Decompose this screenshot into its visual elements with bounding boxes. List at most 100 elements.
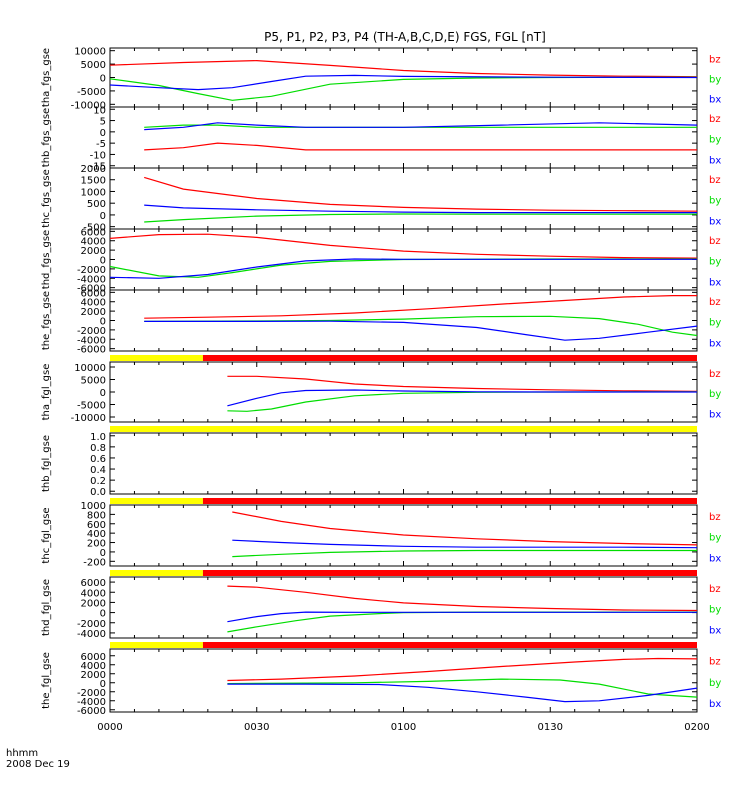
legend-entry-bz: bz <box>709 175 721 186</box>
figure-title: P5, P1, P2, P3, P4 (TH-A,B,C,D,E) FGS, F… <box>264 30 546 44</box>
y-tick-label: 0 <box>100 128 106 139</box>
flag-bar-segment <box>202 498 698 504</box>
legend-entry-by: by <box>709 678 721 689</box>
y-tick-label: 200 <box>87 539 106 550</box>
series-line-bz <box>144 295 697 319</box>
series-line-bx <box>227 683 698 703</box>
y-tick-label: 0.8 <box>90 443 106 454</box>
series-line-bz <box>144 176 698 212</box>
series-line-by <box>144 213 697 223</box>
flag-bar-segment <box>202 570 698 576</box>
y-tick-label: 4000 <box>81 237 106 248</box>
series-line-bx <box>109 74 698 91</box>
y-tick-label: 10000 <box>74 363 106 374</box>
legend-entry-by: by <box>709 605 721 616</box>
y-tick-label: -2000 <box>77 265 106 276</box>
legend-entry-bz: bz <box>709 369 721 380</box>
series-line-bx <box>144 204 697 214</box>
panel-frame <box>109 432 698 495</box>
y-tick-label: 4000 <box>81 661 106 672</box>
legend-entry-by: by <box>709 389 721 400</box>
y-tick-label: -2000 <box>77 688 106 699</box>
series-line-by <box>227 391 698 412</box>
y-axis-label: thc_fgl_gse <box>41 507 52 563</box>
panel-frame <box>109 648 698 713</box>
panel-frame <box>109 576 698 639</box>
x-tick-label: 0130 <box>538 722 563 733</box>
legend-entry-bz: bz <box>709 297 721 308</box>
y-tick-label: 2000 <box>81 307 106 318</box>
y-tick-label: -4000 <box>77 274 106 285</box>
y-tick-label: 0 <box>100 388 106 399</box>
series-line-by <box>232 549 697 558</box>
y-tick-label: -10 <box>90 150 106 161</box>
y-axis-label: thc_fgs_gse <box>41 169 52 228</box>
series-line-by <box>227 611 697 633</box>
flag-bar-segment <box>110 642 203 648</box>
legend-entry-bx: bx <box>709 216 721 227</box>
y-tick-label: 2000 <box>81 670 106 681</box>
series-line-bz <box>227 375 698 392</box>
y-axis-label: tha_fgs_gse <box>41 48 52 107</box>
series-line-by <box>144 315 698 337</box>
legend-entry-bz: bz <box>709 114 721 125</box>
legend-entry-bx: bx <box>709 155 721 166</box>
y-tick-label: 10000 <box>74 47 106 58</box>
legend-entry-bx: bx <box>709 95 721 106</box>
series-line-bz <box>227 585 698 612</box>
y-tick-label: 0 <box>100 211 106 222</box>
legend-entry-bx: bx <box>709 338 721 349</box>
y-tick-label: 2000 <box>81 246 106 257</box>
flag-bar-segment <box>110 570 203 576</box>
date-label: 2008 Dec 19 <box>6 759 70 770</box>
y-tick-label: -6000 <box>77 284 106 295</box>
y-tick-label: -4000 <box>77 629 106 640</box>
legend-entry-bx: bx <box>709 699 721 710</box>
panel-frame <box>109 167 698 230</box>
y-tick-label: -5 <box>96 139 106 150</box>
series-line-bx <box>227 611 697 623</box>
y-tick-label: 5000 <box>81 60 106 71</box>
legend-entry-bz: bz <box>709 55 721 66</box>
y-tick-label: 4000 <box>81 588 106 599</box>
y-tick-label: 6000 <box>81 652 106 663</box>
y-tick-label: 5000 <box>81 376 106 387</box>
flag-bar-segment <box>202 642 698 648</box>
x-tick-label: 0030 <box>244 722 269 733</box>
y-tick-label: 0.4 <box>90 465 106 476</box>
y-tick-label: 2000 <box>81 164 106 175</box>
legend-entry-bz: bz <box>709 656 721 667</box>
flag-bar-segment <box>110 498 203 504</box>
y-tick-label: -10000 <box>71 100 106 111</box>
y-tick-label: -4000 <box>77 697 106 708</box>
y-tick-label: 0 <box>100 548 106 559</box>
x-tick-label: 0000 <box>97 722 122 733</box>
y-tick-label: 500 <box>87 199 106 210</box>
legend-entry-by: by <box>709 533 721 544</box>
panel-thb-fgl-gse: 1.00.80.60.40.20.0 thb_fgl_gse <box>41 426 698 498</box>
series-line-bx <box>109 258 697 279</box>
legend-entry-bz: bz <box>709 512 721 523</box>
y-tick-label: 1500 <box>81 176 106 187</box>
y-tick-label: 1000 <box>81 187 106 198</box>
flag-bar-segment <box>202 355 698 361</box>
series-line-bx <box>232 539 698 549</box>
y-tick-label: 800 <box>87 510 106 521</box>
flag-bar-segment <box>110 426 697 432</box>
series-line-bx <box>144 320 698 341</box>
y-tick-label: 0 <box>100 609 106 620</box>
y-tick-label: 10 <box>93 105 106 116</box>
legend-entry-bx: bx <box>709 625 721 636</box>
series-line-bz <box>109 59 698 78</box>
y-tick-label: 1.0 <box>90 432 106 443</box>
series-line-by <box>109 76 698 101</box>
x-tick-label: 0200 <box>684 722 709 733</box>
y-tick-label: -5000 <box>77 87 106 98</box>
y-tick-label: 5 <box>100 117 106 128</box>
